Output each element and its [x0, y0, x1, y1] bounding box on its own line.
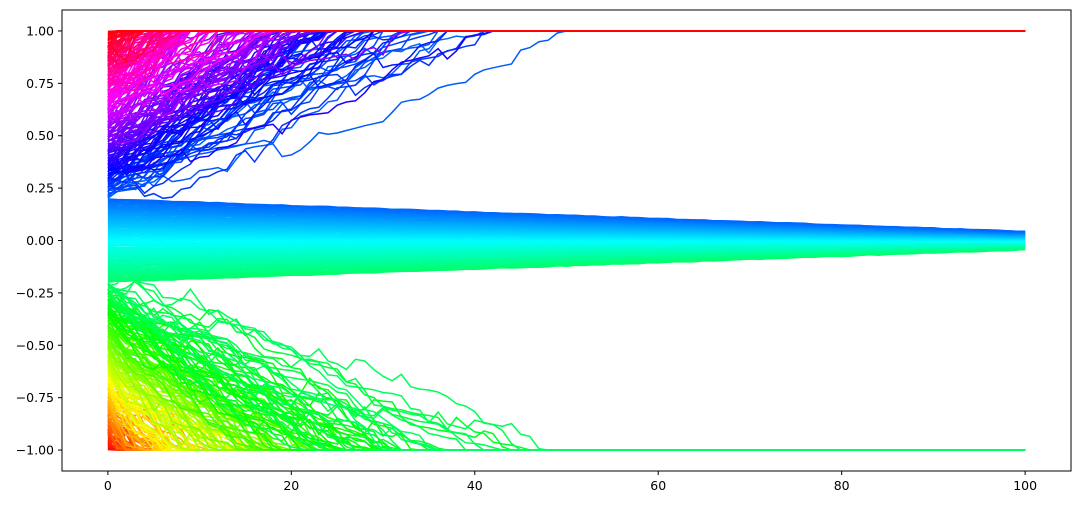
y-tick-label: 0.25 — [26, 181, 54, 196]
y-tick-label: −1.00 — [16, 443, 54, 458]
series-line — [107, 308, 1026, 451]
y-tick-label: 0.50 — [26, 128, 54, 143]
series-layer — [107, 30, 1026, 451]
y-tick-label: −0.25 — [16, 285, 54, 300]
x-tick-label: 60 — [650, 478, 666, 493]
y-tick-label: −0.75 — [16, 390, 54, 405]
series-line — [107, 308, 1026, 451]
series-line — [107, 282, 1026, 451]
series-line — [107, 308, 1026, 451]
series-line — [107, 198, 1026, 233]
x-axis: 0 20 40 60 80 100 — [104, 471, 1037, 493]
y-tick-label: 0.75 — [26, 76, 54, 91]
x-tick-label: 80 — [834, 478, 850, 493]
series-line — [107, 310, 1026, 451]
x-tick-label: 0 — [104, 478, 112, 493]
x-tick-label: 100 — [1013, 478, 1037, 493]
y-tick-label: 0.00 — [26, 233, 54, 248]
series-line — [107, 310, 1026, 451]
y-axis: 1.00 0.75 0.50 0.25 0.00 −0.25 −0.50 −0.75 −1.00 — [16, 23, 62, 458]
y-tick-label: −0.50 — [16, 338, 54, 353]
x-tick-label: 20 — [283, 478, 299, 493]
y-tick-label: 1.00 — [26, 23, 54, 38]
x-tick-label: 40 — [467, 478, 483, 493]
